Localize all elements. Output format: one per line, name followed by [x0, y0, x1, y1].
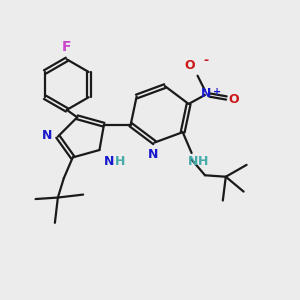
Text: H: H [198, 155, 208, 168]
Text: H: H [115, 155, 125, 168]
Text: O: O [229, 93, 239, 106]
Text: N: N [148, 148, 158, 161]
Text: N: N [42, 129, 52, 142]
Text: N: N [104, 155, 114, 168]
Text: -: - [203, 54, 208, 68]
Text: N: N [201, 87, 212, 100]
Text: O: O [184, 59, 195, 72]
Text: F: F [62, 40, 71, 54]
Text: N: N [188, 155, 198, 168]
Text: +: + [213, 87, 221, 97]
